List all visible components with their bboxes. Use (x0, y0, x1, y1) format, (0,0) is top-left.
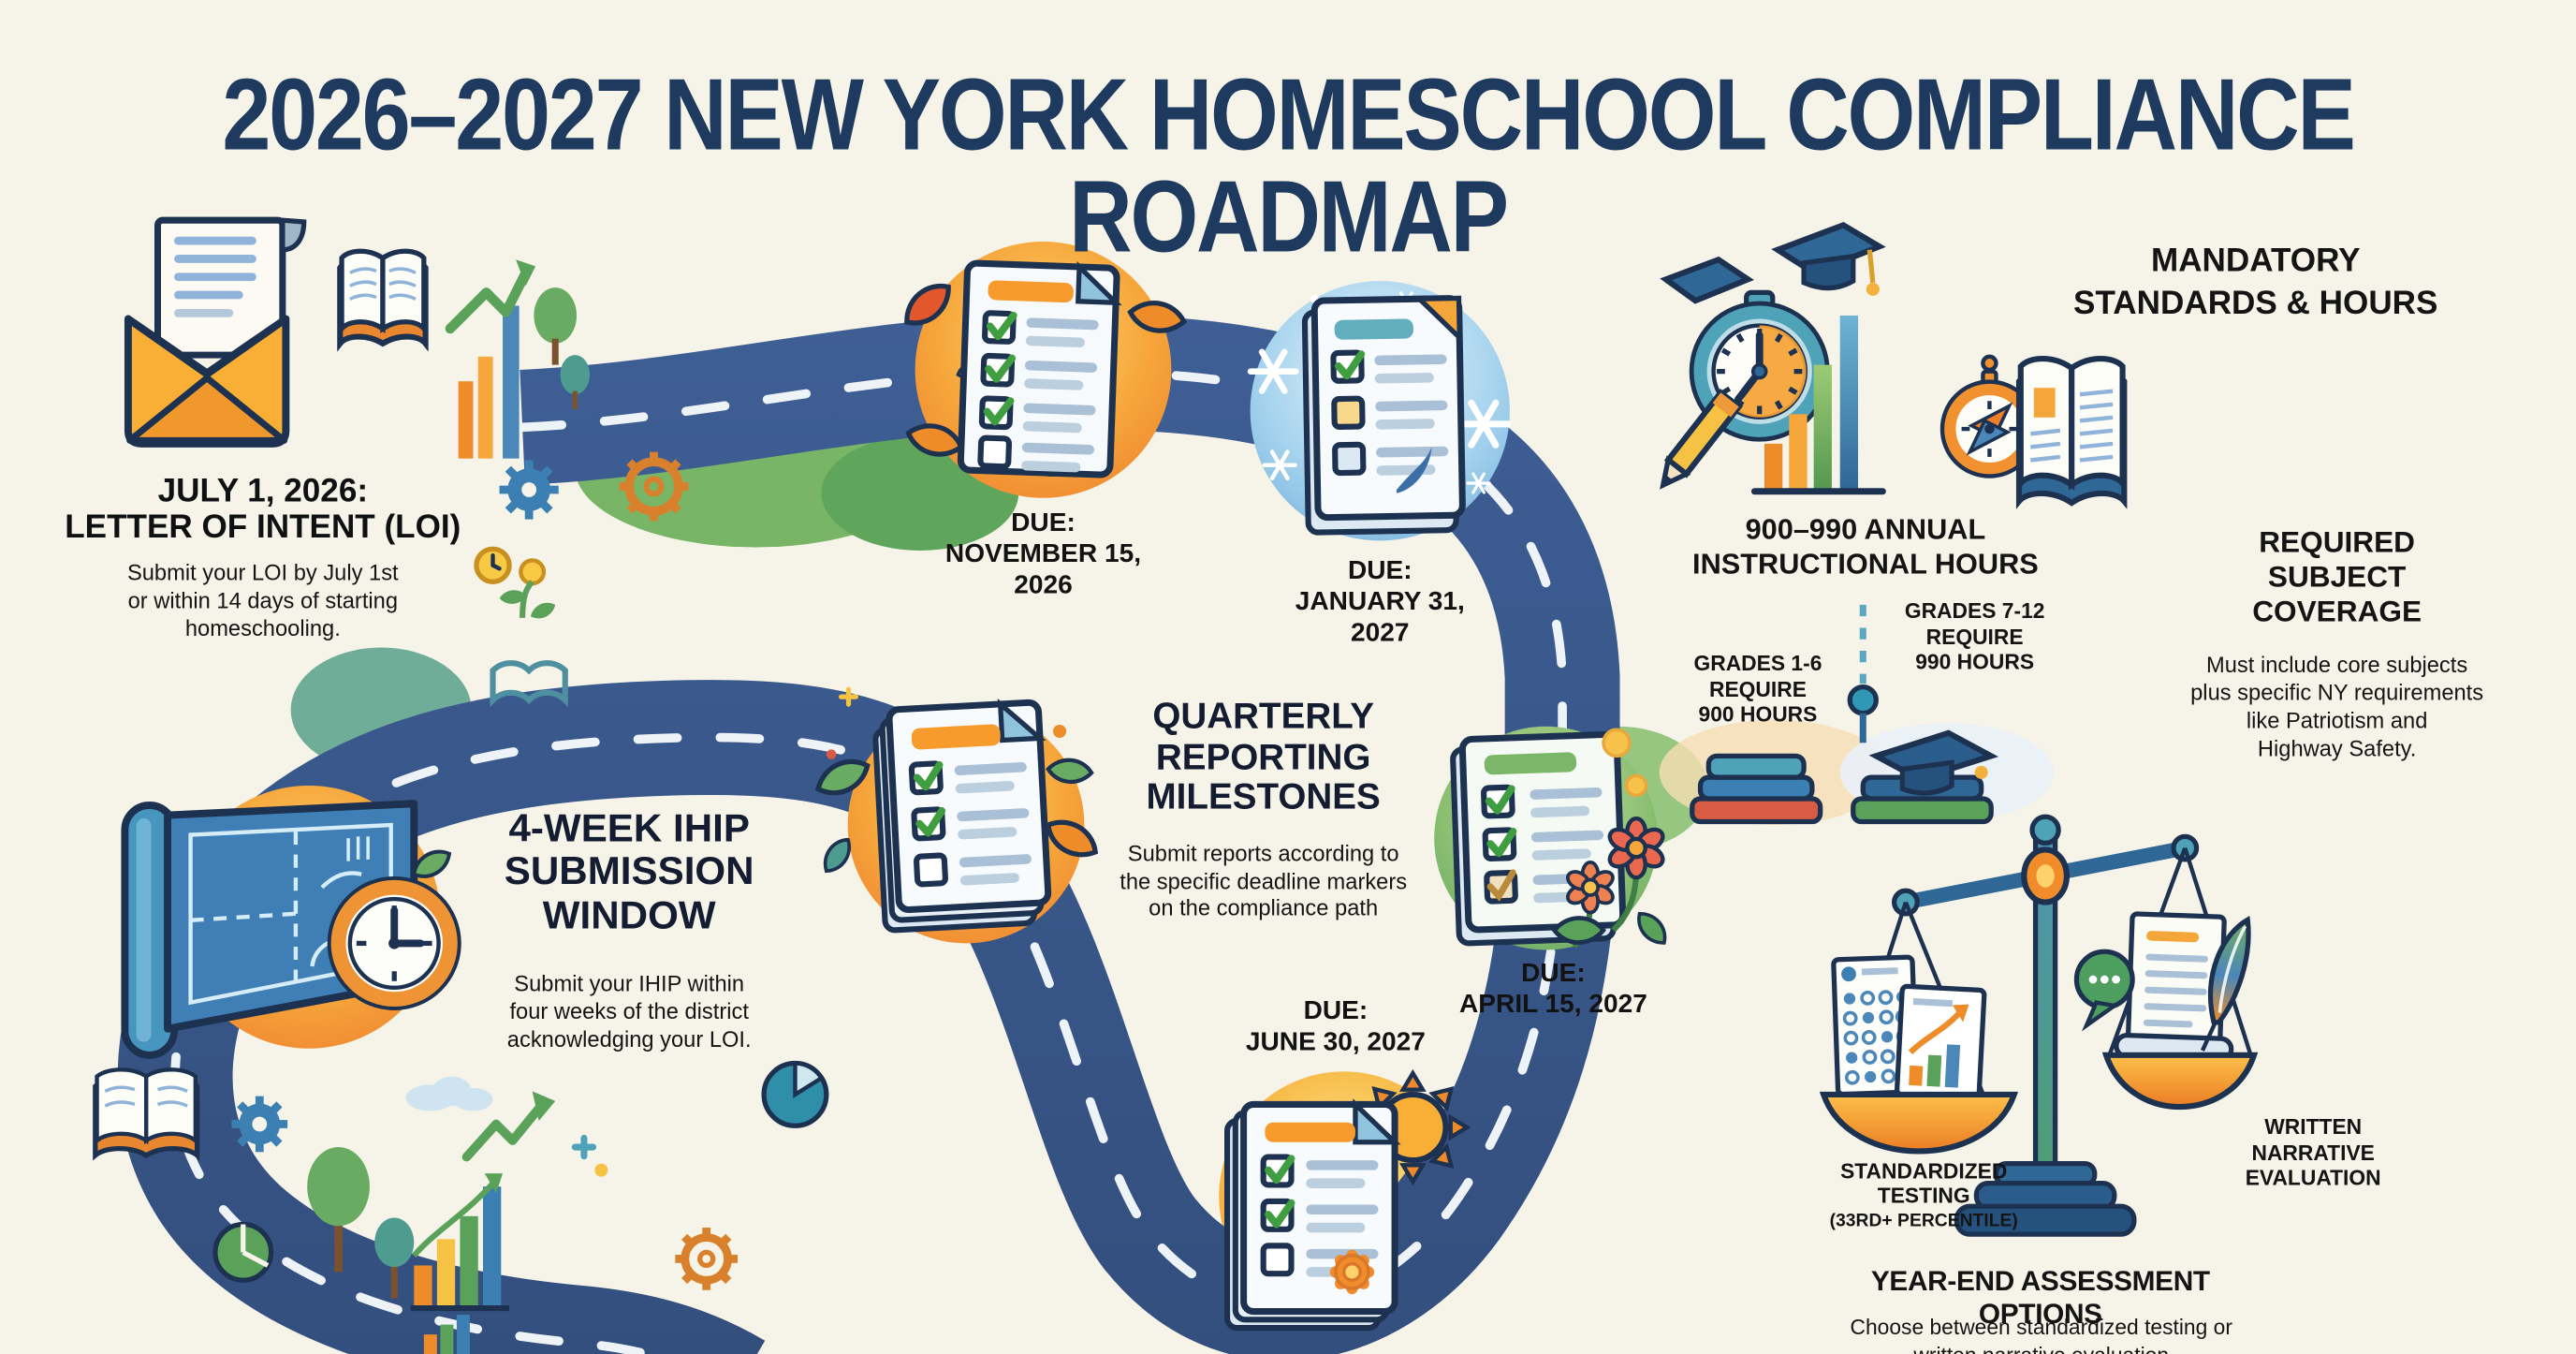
quarterly-milestones-body: Submit reports according to the specific… (1120, 841, 1408, 921)
april-checklist-icon (1450, 730, 1627, 947)
book-sketch-icon (490, 660, 568, 708)
june-report-stack-icon (1223, 1098, 1401, 1332)
map-pin-icon (1847, 684, 1879, 716)
scale-pan-right (2101, 1052, 2259, 1110)
bar-chart-icon-small (423, 1315, 470, 1354)
page-title: 2026–2027 NEW YORK HOMESCHOOL COMPLIANCE… (222, 59, 2356, 275)
seal-icon (1329, 1249, 1375, 1295)
open-book-icon (93, 1067, 200, 1161)
ihip-milestone-body: Submit your IHIP within four weeks of th… (506, 971, 752, 1052)
instructional-hours-icon-group (1660, 222, 1886, 495)
open-book-icon (2015, 355, 2128, 509)
january-milestone (1251, 281, 1510, 541)
written-narrative-label: WRITTEN NARRATIVE EVALUATION (2245, 1113, 2381, 1191)
gear-icon-blue (499, 460, 559, 520)
due-date-april: DUE: APRIL 15, 2027 (1459, 959, 1647, 1019)
loi-milestone-body: Submit your LOI by July 1st or within 14… (126, 560, 399, 641)
books-icon (1690, 753, 1823, 825)
scale-pan-left (1819, 1091, 2019, 1155)
test-chart-icon (1894, 983, 1987, 1101)
hours-divider (1659, 604, 2054, 826)
grades-1-6-requirement: GRADES 1-6 REQUIRE 900 HOURS (1693, 651, 1822, 728)
required-subjects-title: REQUIRED SUBJECT COVERAGE (2252, 525, 2422, 629)
road-center-line (170, 366, 1567, 1354)
clock-icon-small (474, 546, 512, 584)
ihip-milestone (121, 785, 461, 1059)
year-end-assessment-body: Choose between standardized testing or w… (1850, 1315, 2232, 1354)
bar-chart-icon (410, 1173, 510, 1312)
november-milestone (898, 242, 1187, 498)
envelope-icon (124, 216, 307, 448)
open-book-icon (337, 248, 429, 352)
mandatory-standards-title: MANDATORY STANDARDS & HOURS (2073, 243, 2438, 322)
tree-icon (534, 287, 591, 410)
pie-chart-icon (212, 1221, 274, 1283)
tree-icon (307, 1147, 415, 1299)
quarterly-report-stack-icon (872, 698, 1052, 934)
bottom-left-decor (93, 1060, 829, 1354)
pie-chart-icon (761, 1060, 829, 1128)
due-date-november: DUE: NOVEMBER 15, 2026 (944, 509, 1142, 600)
january-checklist-icon (1301, 295, 1466, 536)
due-date-june: DUE: JUNE 30, 2027 (1245, 997, 1426, 1057)
compass-icon (1939, 354, 2040, 478)
ihip-milestone-title: 4-WEEK IHIP SUBMISSION WINDOW (504, 806, 754, 938)
sprout-icon (499, 558, 559, 622)
gear-icon-orange (619, 451, 689, 522)
signature-swoosh (1396, 446, 1432, 493)
grades-7-12-requirement: GRADES 7-12 REQUIRE 990 HOURS (1904, 597, 2045, 674)
flower-icon (1607, 816, 1665, 880)
growth-chart-icon (445, 259, 536, 459)
balance-scale-icon (1819, 814, 2259, 1237)
flower-icon (1566, 861, 1615, 915)
quarterly-milestones-title: QUARTERLY REPORTING MILESTONES (1146, 695, 1381, 817)
percentile-label: (33RD+ PERCENTILE) (1829, 1211, 2018, 1231)
gear-icon-blue (231, 1096, 288, 1153)
feather-icon (2200, 916, 2251, 1052)
books-and-cap-icon (1851, 729, 1999, 825)
page-curl (280, 217, 307, 253)
subject-coverage-icon-group (1939, 354, 2128, 509)
november-checklist-icon (957, 259, 1122, 478)
quarterly-junction-milestone (812, 686, 1102, 944)
speech-bubble-icon (2073, 949, 2135, 1032)
bookmark-block (2033, 388, 2056, 418)
year-end-assessment-title: YEAR-END ASSESSMENT OPTIONS (1870, 1265, 2210, 1330)
gear-icon-orange (675, 1228, 739, 1290)
standardized-testing-label: STANDARDIZED TESTING (1840, 1158, 2008, 1209)
june-milestone (1223, 1073, 1467, 1332)
answer-sheet-icon (1831, 954, 1920, 1097)
required-subjects-body: Must include core subjects plus specific… (2190, 652, 2484, 761)
due-date-january: DUE: JANUARY 31, 2027 (1295, 556, 1465, 648)
loi-milestone-title: JULY 1, 2026: LETTER OF INTENT (LOI) (65, 473, 461, 547)
annual-hours-title: 900–990 ANNUAL INSTRUCTIONAL HOURS (1692, 512, 2039, 580)
blossom-icon (1602, 728, 1632, 758)
cloud-icon (405, 1076, 493, 1111)
plus-icon (571, 1134, 597, 1160)
april-milestone (1434, 726, 1673, 951)
graduation-cap-icon (1660, 256, 1754, 304)
clock-icon (327, 876, 461, 1010)
bar-chart-icon (1750, 315, 1886, 495)
pencil-icon (1660, 388, 1743, 490)
